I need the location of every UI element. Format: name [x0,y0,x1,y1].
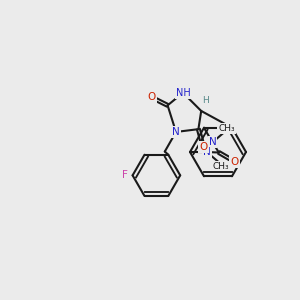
Text: N: N [172,127,180,137]
Text: O: O [148,92,156,102]
Text: O: O [199,142,208,152]
Text: N: N [203,147,211,157]
Text: N: N [208,137,216,147]
Text: F: F [122,170,128,180]
Text: H: H [201,98,208,106]
Text: CH₃: CH₃ [213,161,229,170]
Text: H: H [202,97,208,106]
Text: O: O [230,157,238,166]
Text: NH: NH [176,88,190,98]
Text: CH₃: CH₃ [218,124,235,133]
